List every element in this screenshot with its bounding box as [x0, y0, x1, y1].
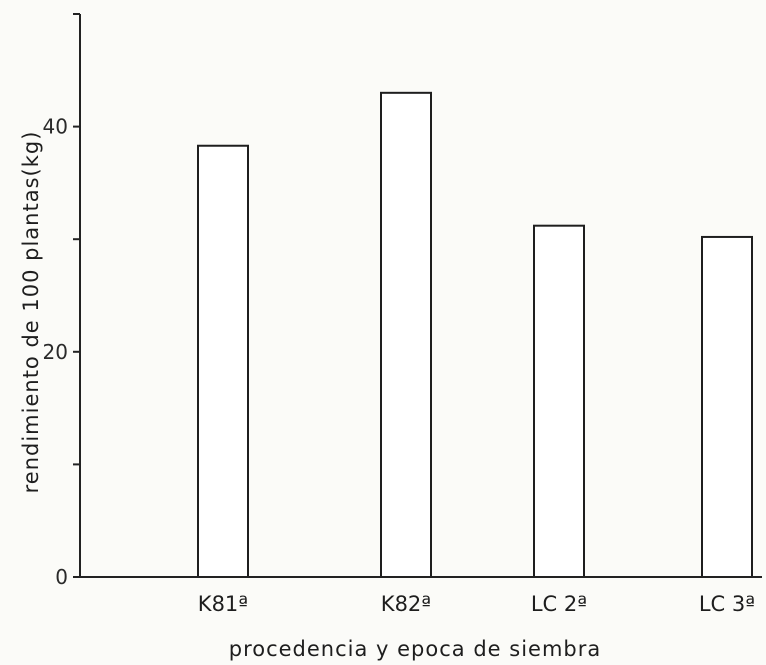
category-labels-layer: K81ª K82ª LC 2ª LC 3ª: [198, 592, 755, 616]
bar: [197, 144, 249, 578]
bars-layer: [197, 91, 753, 579]
bar: [380, 91, 432, 578]
x-category-label: K81ª: [198, 592, 248, 616]
x-category-label: K82ª: [381, 592, 431, 616]
x-category-label: LC 3ª: [699, 592, 755, 616]
y-ticks-layer: 0 20 40: [43, 13, 80, 589]
x-category-label: LC 2ª: [531, 592, 587, 616]
y-tick-label: 0: [55, 565, 68, 589]
bar: [533, 224, 585, 579]
x-axis-title: procedencia y epoca de siembra: [229, 637, 602, 661]
y-tick-label: 20: [43, 340, 68, 364]
y-axis-title: rendimiento de 100 plantas(kg): [19, 131, 43, 494]
y-tick-label: 40: [43, 115, 68, 139]
bar: [701, 235, 753, 578]
